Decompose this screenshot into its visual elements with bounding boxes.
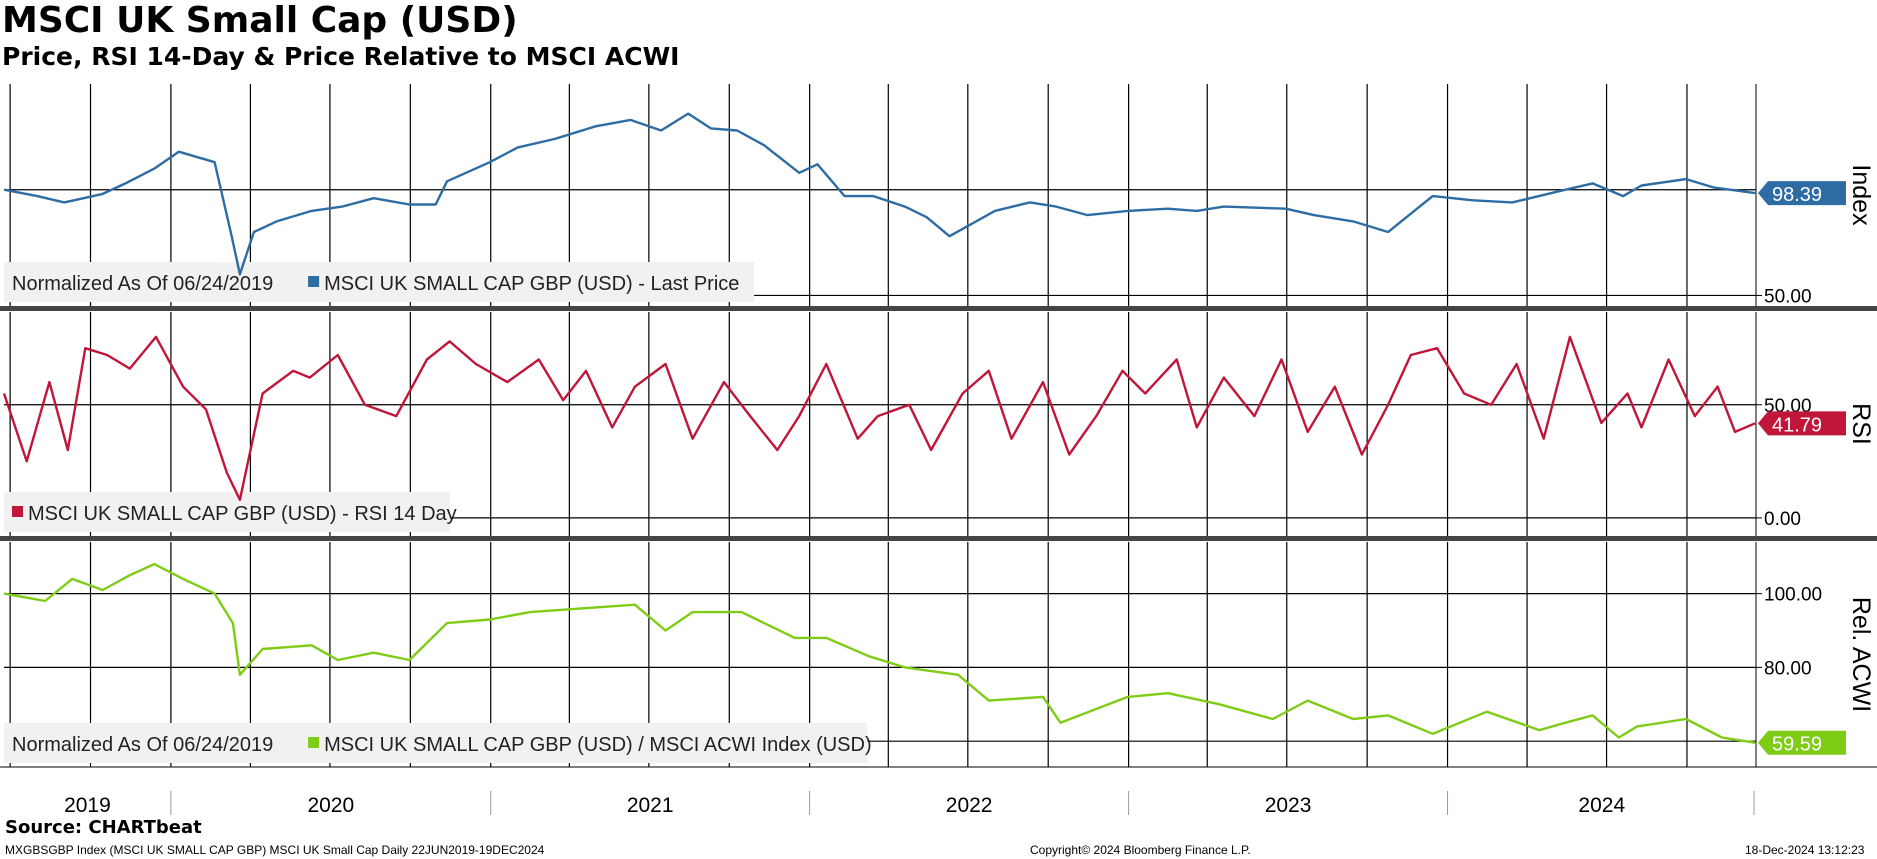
legend-series-name: MSCI UK SMALL CAP GBP (USD) - RSI 14 Day xyxy=(28,503,457,525)
footer-ticker-info: MXGBSGBP Index (MSCI UK SMALL CAP GBP) M… xyxy=(5,843,545,857)
y-axis-title: RSI xyxy=(1847,403,1875,445)
series-line-relative xyxy=(3,562,1756,744)
y-axis-title: Index xyxy=(1847,164,1875,226)
legend-normalized-note: Normalized As Of 06/24/2019 xyxy=(12,734,273,756)
series-line-price xyxy=(3,112,1756,276)
last-value-label: 59.59 xyxy=(1772,734,1822,756)
chart-subtitle: Price, RSI 14-Day & Price Relative to MS… xyxy=(2,42,680,71)
x-year-label: 2023 xyxy=(1265,794,1312,817)
y-tick-label: 0.00 xyxy=(1764,509,1801,530)
y-axis-title: Rel. ACWI xyxy=(1847,597,1875,712)
legend-series-name: MSCI UK SMALL CAP GBP (USD) / MSCI ACWI … xyxy=(324,734,872,756)
x-year-label: 2021 xyxy=(627,794,674,817)
legend-box xyxy=(4,723,868,763)
y-tick-label: 80.00 xyxy=(1764,658,1812,679)
last-value-tag xyxy=(1758,411,1846,436)
footer-copyright: Copyright© 2024 Bloomberg Finance L.P. xyxy=(1030,843,1251,857)
x-year-label: 2024 xyxy=(1578,794,1625,817)
last-value-tag xyxy=(1758,730,1846,755)
y-tick-label: 50.00 xyxy=(1764,286,1812,307)
series-line-rsi xyxy=(2,335,1756,501)
y-tick-label: 100.00 xyxy=(1764,585,1822,606)
legend-box xyxy=(4,492,450,532)
legend-relative: Normalized As Of 06/24/2019 MSCI UK SMALL… xyxy=(4,723,872,763)
x-year-label: 2019 xyxy=(64,794,111,817)
last-value-tag xyxy=(1758,181,1846,206)
last-value-label: 41.79 xyxy=(1772,414,1822,436)
x-year-label: 2022 xyxy=(946,794,993,817)
legend-swatch xyxy=(12,506,23,517)
last-value-label: 98.39 xyxy=(1772,184,1822,206)
footer-timestamp: 18-Dec-2024 13:12:23 xyxy=(1745,843,1865,857)
panel-relative: 80.00 100.00 Normalized As Of 06/24/2019 MS… xyxy=(3,542,1875,767)
panel-price: 50.00 Normalized As Of 06/24/2019 MSCI UK … xyxy=(0,84,1877,311)
source-note: Source: CHARTbeat xyxy=(5,817,202,838)
legend-swatch xyxy=(308,276,320,287)
legend-normalized-note: Normalized As Of 06/24/2019 xyxy=(12,273,273,295)
legend-rsi: MSCI UK SMALL CAP GBP (USD) - RSI 14 Day xyxy=(4,492,457,532)
x-axis: 2019 2020 2021 2022 2023 2024 xyxy=(0,766,1877,817)
legend-series-name: MSCI UK SMALL CAP GBP (USD) - Last Price xyxy=(324,273,739,295)
legend-box xyxy=(4,262,755,302)
panel-separator xyxy=(0,536,1877,541)
x-year-label: 2020 xyxy=(307,794,354,817)
legend-price: Normalized As Of 06/24/2019 MSCI UK SMALL… xyxy=(4,262,755,302)
legend-swatch xyxy=(308,737,320,748)
chart-title: MSCI UK Small Cap (USD) xyxy=(2,0,518,41)
panel-separator xyxy=(0,306,1877,311)
